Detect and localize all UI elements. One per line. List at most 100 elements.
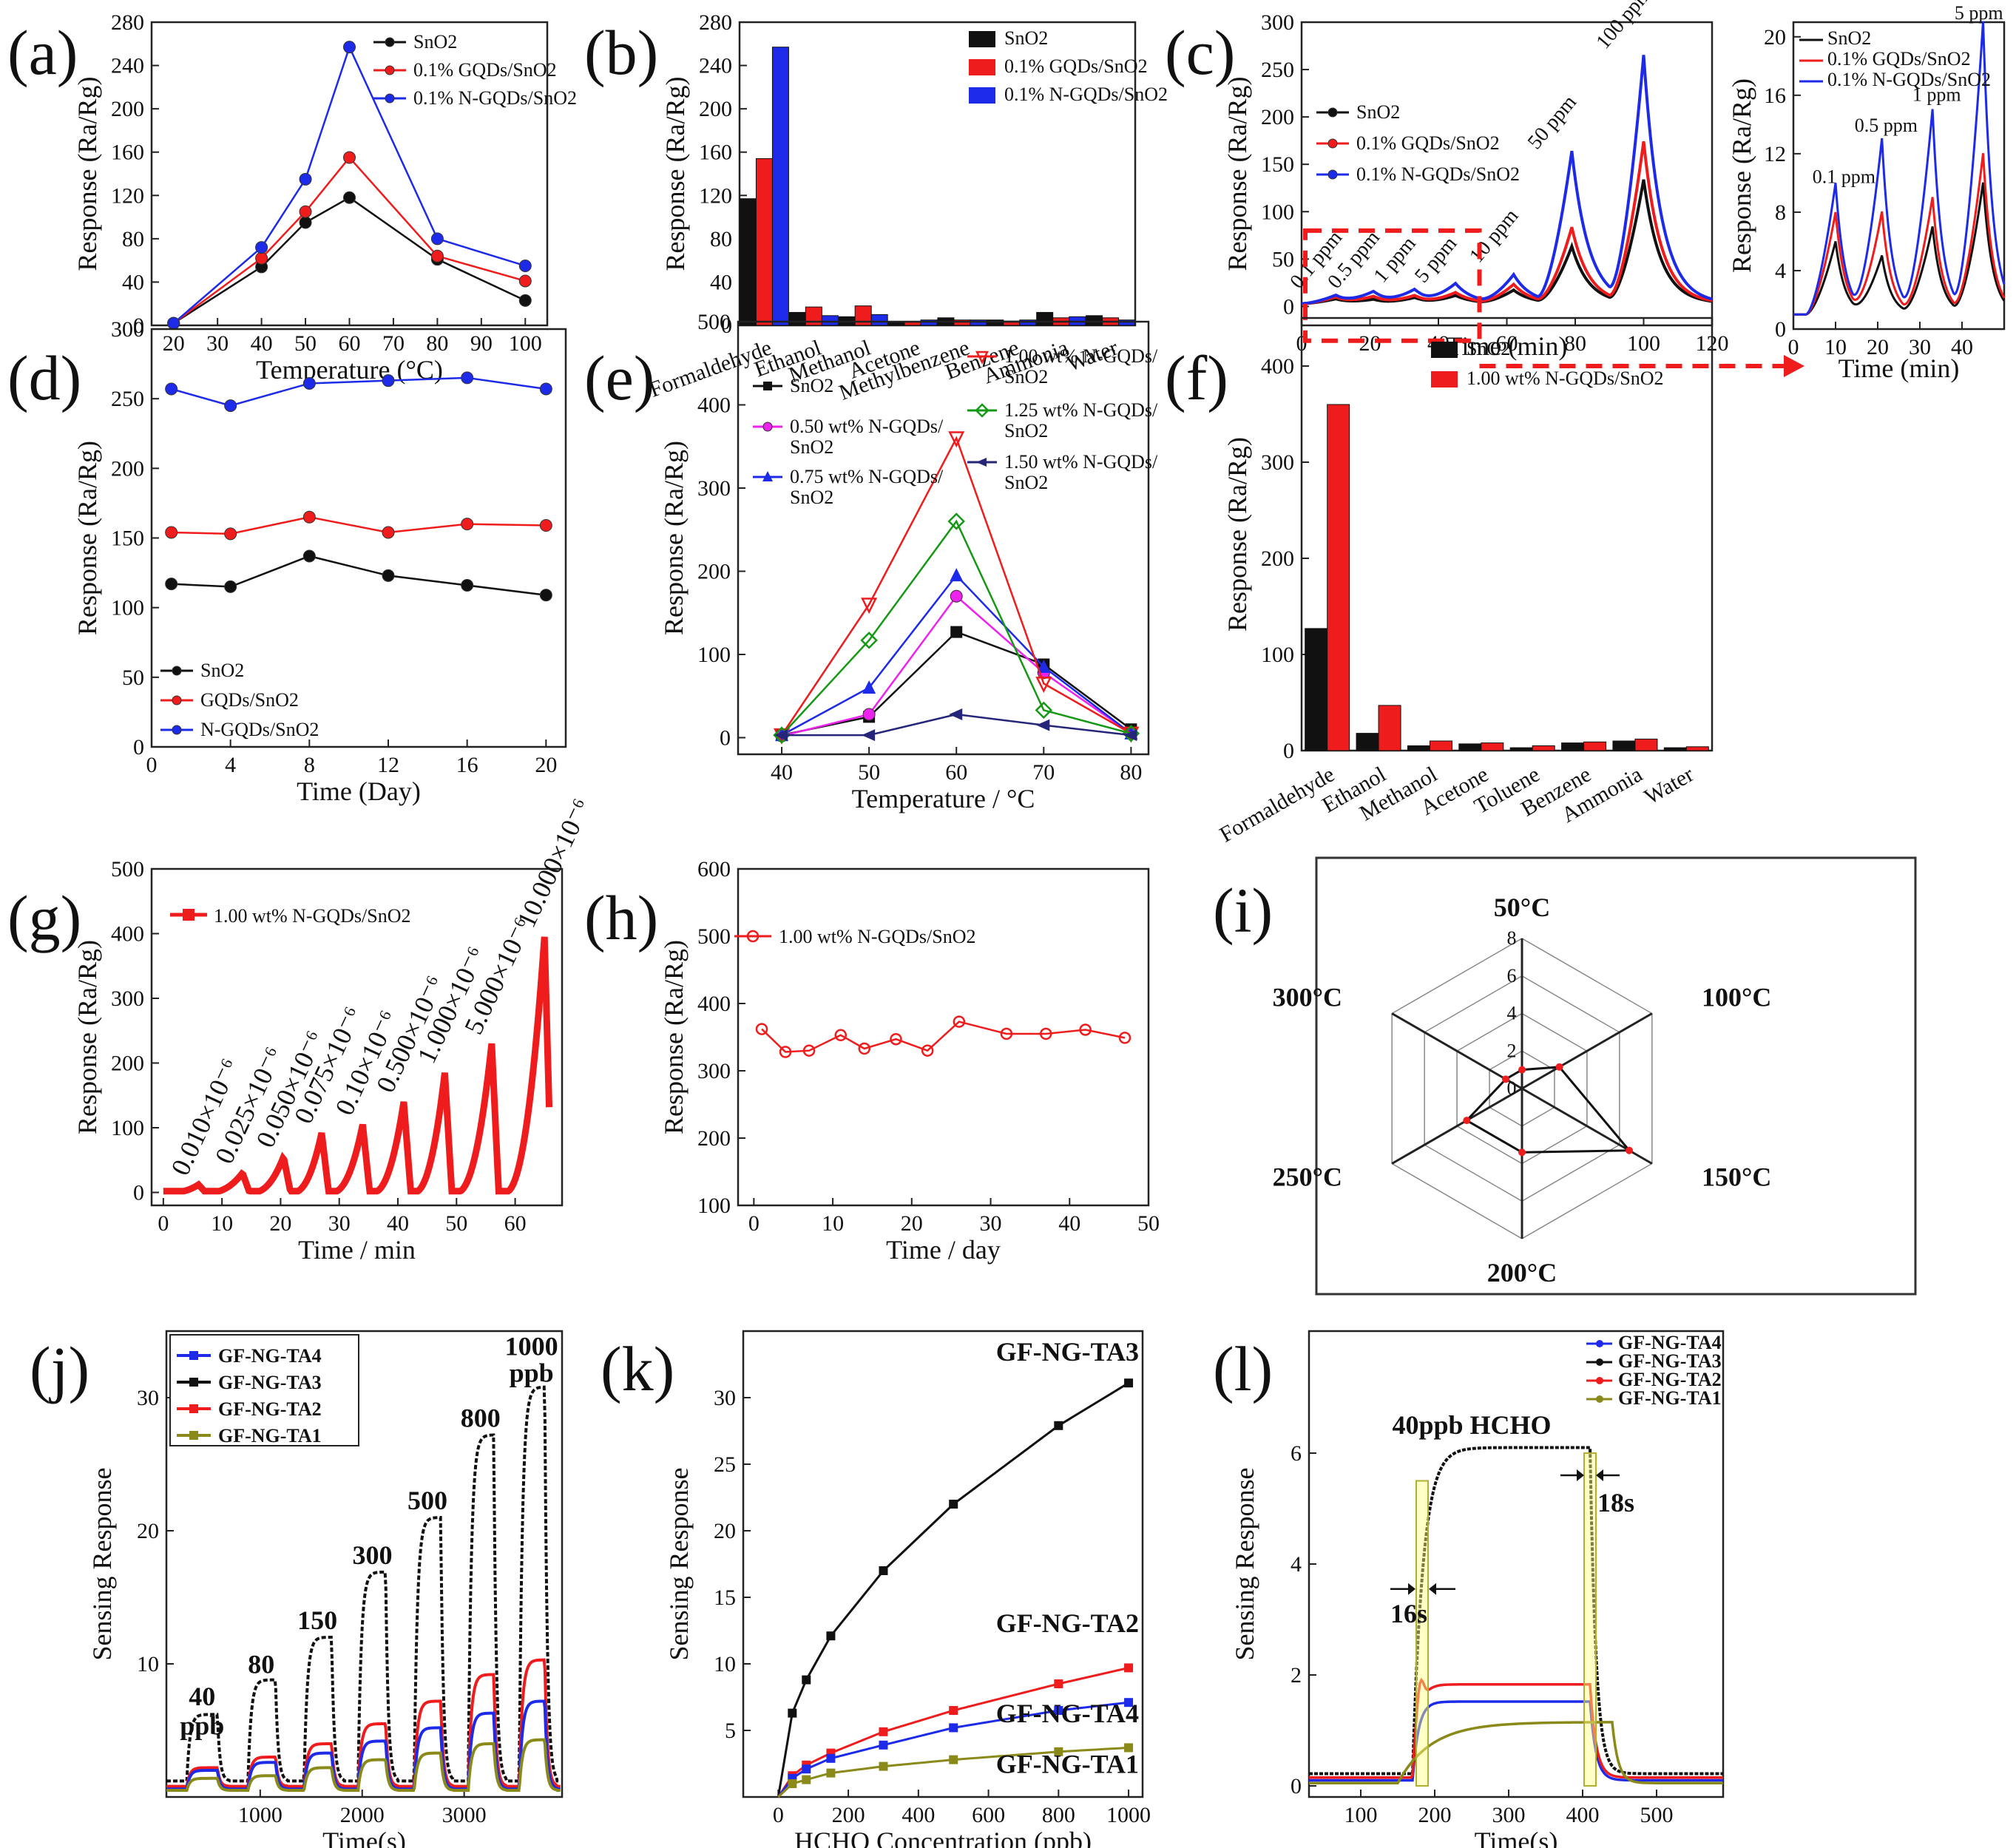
x-axis-label: Time / day (886, 1235, 1001, 1265)
legend-marker (189, 1378, 198, 1387)
panel-k: 5 10 15 20 25 30 0 200 400 600 800 1000 HCHO Concent… (601, 1330, 1151, 1848)
series-line (781, 519, 1132, 736)
data-point (165, 526, 178, 539)
x-tick-label: 200 (1418, 1803, 1452, 1827)
y-axis-label: Sensing Response (664, 1468, 694, 1661)
x-tick-label: 80 (1564, 331, 1586, 356)
y-tick-label: 100 (111, 1116, 144, 1140)
data-point (1327, 138, 1338, 149)
bar (1429, 740, 1452, 751)
concentration-label: 1 ppm (1912, 84, 1961, 106)
legend-label: SnO2 (1467, 338, 1510, 359)
bar (788, 311, 806, 326)
legend-label-2: SnO2 (1004, 472, 1048, 493)
legend-marker (189, 1431, 198, 1440)
plot-frame (150, 867, 564, 1207)
x-tick-label: 0 (1788, 335, 1799, 359)
bar (1663, 747, 1687, 751)
plot-frame (737, 867, 1150, 1207)
y-tick-label: 25 (714, 1452, 736, 1477)
x-tick-label: 80 (1120, 760, 1142, 785)
panel-label: (f) (1165, 342, 1228, 413)
y-axis-label: Response (Ra/Rg) (1222, 437, 1252, 632)
concentration-label: 80 (248, 1650, 274, 1679)
y-tick-label: 280 (111, 10, 144, 35)
data-point (949, 1723, 958, 1733)
y-axis-label: Sensing Response (87, 1468, 117, 1661)
y-tick-label: 300 (111, 986, 144, 1011)
series-label: GF-NG-TA2 (996, 1608, 1139, 1638)
data-point (834, 1029, 847, 1042)
data-point (950, 626, 963, 638)
x-tick-label: 30 (980, 1211, 1002, 1236)
y-tick-label: 250 (1261, 58, 1294, 82)
response-time-label: 16s (1390, 1599, 1427, 1628)
panel-j: 10 20 30 1000 2000 3000 Time(s) Sensing Respons… (30, 1330, 564, 1848)
legend-label: GF-NG-TA1 (1618, 1387, 1722, 1409)
series-label: GF-NG-TA4 (996, 1699, 1139, 1728)
concentration-label: 50 ppm (1523, 91, 1581, 154)
data-point (1000, 1027, 1013, 1040)
data-point (1054, 1747, 1063, 1756)
bar (1532, 745, 1555, 751)
x-tick-label: 40 (771, 760, 793, 785)
panel-label: (c) (1165, 17, 1235, 88)
legend-swatch (969, 59, 995, 75)
radar-point (1518, 1148, 1526, 1157)
y-tick-label: 10 (137, 1652, 159, 1676)
y-tick-label: 200 (1261, 546, 1294, 571)
concentration-label: ppb (510, 1358, 554, 1387)
x-tick-label: 20 (269, 1211, 291, 1236)
x-tick-label: 50 (1137, 1211, 1160, 1236)
arrow-head (1596, 1469, 1603, 1481)
y-tick-label: 200 (1261, 105, 1294, 129)
y-tick-label: 160 (699, 141, 732, 165)
legend-label: 1.50 wt% N-GQDs/ (1004, 451, 1158, 473)
bar (970, 319, 987, 326)
y-tick-label: 30 (714, 1386, 736, 1410)
y-tick-label: 600 (697, 857, 731, 881)
legend-label: GQDs/SnO2 (200, 689, 299, 711)
legend-label: 1.25 wt% N-GQDs/ (1004, 399, 1158, 421)
panel-c: 050100150200250300020406080100120Time (m… (1165, 0, 1804, 377)
series-line (1301, 55, 1713, 305)
legend-label: GF-NG-TA4 (218, 1345, 322, 1367)
concentration-label: 800 (461, 1404, 501, 1433)
x-tick-label: 20 (1867, 335, 1889, 359)
series-line (173, 196, 526, 325)
bar (1561, 742, 1585, 751)
x-tick-label: 0 (773, 1803, 784, 1827)
bar (1086, 315, 1103, 326)
x-tick-label: 100 (1344, 1803, 1378, 1827)
y-tick-label: 300 (1261, 450, 1294, 475)
x-tick-label: 10 (211, 1211, 233, 1236)
bar (821, 315, 839, 326)
data-point (430, 232, 444, 246)
bar (1685, 746, 1709, 751)
data-point (302, 510, 316, 524)
y-tick-label: 16 (1764, 84, 1786, 108)
y-tick-label: 0 (133, 1181, 144, 1205)
category-label: Formaldehyde (1216, 762, 1339, 847)
data-point (224, 399, 237, 413)
panel-label: (g) (7, 882, 81, 953)
radar-axis-label: 50°C (1494, 893, 1550, 922)
x-tick-label: 10 (1824, 335, 1847, 359)
legend-label: SnO2 (1356, 101, 1400, 123)
y-tick-label: 100 (1261, 643, 1294, 667)
y-tick-label: 500 (697, 924, 731, 949)
bar (1327, 404, 1350, 751)
data-point (975, 403, 990, 418)
data-point (890, 1032, 902, 1046)
x-tick-label: 20 (535, 753, 557, 777)
x-tick-label: 80 (426, 331, 448, 356)
radar-spoke (1391, 1012, 1523, 1090)
gas-label: 40ppb HCHO (1392, 1410, 1551, 1440)
radar-point (1463, 1117, 1471, 1125)
radar-tick-label: 6 (1507, 965, 1517, 986)
legend-marker (746, 930, 760, 943)
data-point (1054, 1706, 1063, 1715)
radar-series (1464, 1066, 1632, 1154)
data-point (950, 568, 964, 582)
legend-label: GF-NG-TA4 (1618, 1332, 1722, 1353)
